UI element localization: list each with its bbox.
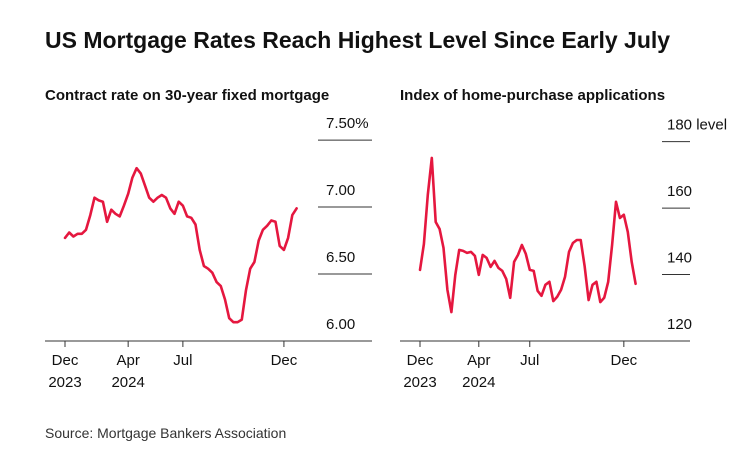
y-tick-label: 160 <box>667 183 692 200</box>
y-tick-label: 180 level <box>667 117 727 134</box>
x-tick-label: Dec <box>52 352 79 369</box>
x-tick-label: Apr <box>467 352 490 369</box>
x-tick-year: 2023 <box>403 374 436 391</box>
x-tick-label: Dec <box>610 352 637 369</box>
y-tick-label: 7.50% <box>326 115 369 132</box>
x-tick-year: 2023 <box>48 374 81 391</box>
page-title: US Mortgage Rates Reach Highest Level Si… <box>45 27 670 53</box>
x-tick-label: Jul <box>173 352 192 369</box>
y-tick-label: 140 <box>667 250 692 267</box>
y-tick-label: 120 <box>667 316 692 333</box>
data-line <box>63 166 298 324</box>
y-tick-label: 7.00 <box>326 182 355 199</box>
x-tick-label: Apr <box>116 352 139 369</box>
x-tick-year: 2024 <box>462 374 495 391</box>
chart-subtitle: Contract rate on 30-year fixed mortgage <box>45 87 329 104</box>
y-tick-label: 6.00 <box>326 316 355 333</box>
x-tick-label: Dec <box>271 352 298 369</box>
source-note: Source: Mortgage Bankers Association <box>45 425 286 441</box>
x-tick-label: Dec <box>407 352 434 369</box>
chart-subtitle: Index of home-purchase applications <box>400 87 665 104</box>
data-line <box>418 156 637 314</box>
x-tick-year: 2024 <box>111 374 144 391</box>
y-tick-label: 6.50 <box>326 249 355 266</box>
x-tick-label: Jul <box>520 352 539 369</box>
